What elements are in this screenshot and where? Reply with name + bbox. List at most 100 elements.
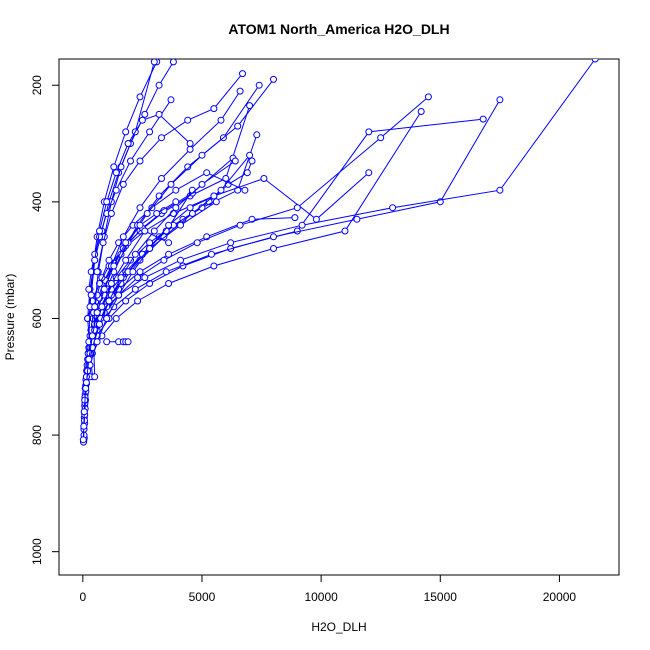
plot-area <box>79 59 599 446</box>
data-point <box>112 315 120 322</box>
data-point <box>82 384 90 392</box>
data-point <box>119 180 127 188</box>
series-line <box>96 118 484 337</box>
data-point <box>107 210 115 217</box>
data-point <box>150 59 158 66</box>
data-point <box>165 239 173 247</box>
data-point <box>122 128 130 136</box>
series-line <box>88 61 158 377</box>
data-point <box>188 210 196 217</box>
data-point <box>131 250 139 258</box>
series-profile-18 <box>105 81 263 287</box>
data-point <box>424 93 432 101</box>
data-point <box>165 221 173 229</box>
data-point <box>112 186 120 194</box>
data-point <box>117 274 125 282</box>
data-point <box>153 210 161 217</box>
data-point <box>291 214 299 222</box>
data-point <box>103 315 111 322</box>
data-point <box>85 285 93 293</box>
data-point <box>136 157 144 165</box>
data-point <box>141 274 149 282</box>
data-point <box>107 280 115 287</box>
data-point <box>122 256 130 264</box>
data-point <box>210 192 218 200</box>
data-point <box>479 115 487 123</box>
data-point <box>103 198 111 206</box>
data-point <box>105 256 113 264</box>
x-tick-label: 15000 <box>424 590 458 604</box>
data-point <box>172 198 180 206</box>
data-point <box>100 285 108 293</box>
data-point <box>208 250 215 258</box>
data-point <box>246 102 254 110</box>
data-point <box>298 221 306 229</box>
data-point <box>365 169 373 177</box>
data-point <box>127 157 134 165</box>
x-axis-label: H2O_DLH <box>311 620 366 634</box>
data-point <box>80 422 88 430</box>
data-point <box>155 110 163 118</box>
data-point <box>198 151 206 159</box>
data-point <box>160 256 168 264</box>
x-axis: 0 5000 10000 15000 20000 <box>79 574 576 604</box>
data-point <box>91 256 99 264</box>
series-profile-29 <box>82 198 180 387</box>
data-point <box>217 116 225 124</box>
data-point <box>79 436 87 444</box>
data-point <box>184 163 192 171</box>
data-point <box>496 186 504 194</box>
data-point <box>255 81 263 89</box>
data-point <box>184 116 192 124</box>
data-point <box>167 180 175 188</box>
x-tick-label: 10000 <box>304 590 338 604</box>
data-point <box>93 268 101 276</box>
data-point <box>88 332 96 340</box>
data-point <box>136 268 144 276</box>
y-tick-label: 400 <box>30 192 44 212</box>
data-point <box>389 204 397 212</box>
data-point <box>122 297 130 305</box>
data-point <box>143 210 151 217</box>
data-point <box>203 169 211 177</box>
data-point <box>246 151 254 159</box>
data-point <box>186 140 194 147</box>
data-point <box>99 239 107 247</box>
data-point <box>131 285 139 293</box>
data-point <box>96 233 103 241</box>
data-point <box>165 280 173 287</box>
data-point <box>270 233 277 241</box>
data-point <box>91 373 99 381</box>
data-point <box>136 93 144 101</box>
data-point <box>417 108 425 115</box>
data-point <box>353 215 361 223</box>
series-line <box>108 84 260 284</box>
data-point <box>122 239 130 247</box>
data-point <box>169 59 177 66</box>
data-point <box>496 96 504 104</box>
data-point <box>110 163 118 171</box>
data-point <box>177 221 184 229</box>
data-point <box>91 303 99 311</box>
series-profile-28 <box>86 192 218 369</box>
data-point <box>136 204 144 212</box>
data-point <box>93 338 101 346</box>
data-point <box>146 128 154 136</box>
data-point <box>172 204 180 212</box>
data-point <box>124 338 132 346</box>
data-point <box>134 297 142 305</box>
data-point <box>193 239 201 247</box>
data-point <box>177 256 184 264</box>
data-point <box>138 116 146 124</box>
y-tick-label: 800 <box>30 425 44 445</box>
data-point <box>217 186 225 194</box>
data-point <box>134 274 142 282</box>
data-point <box>591 59 599 63</box>
data-point <box>312 215 320 223</box>
series-profile-22 <box>93 70 246 276</box>
data-point <box>162 268 170 276</box>
data-point <box>103 338 111 346</box>
data-point <box>198 180 206 188</box>
data-point <box>110 262 118 270</box>
